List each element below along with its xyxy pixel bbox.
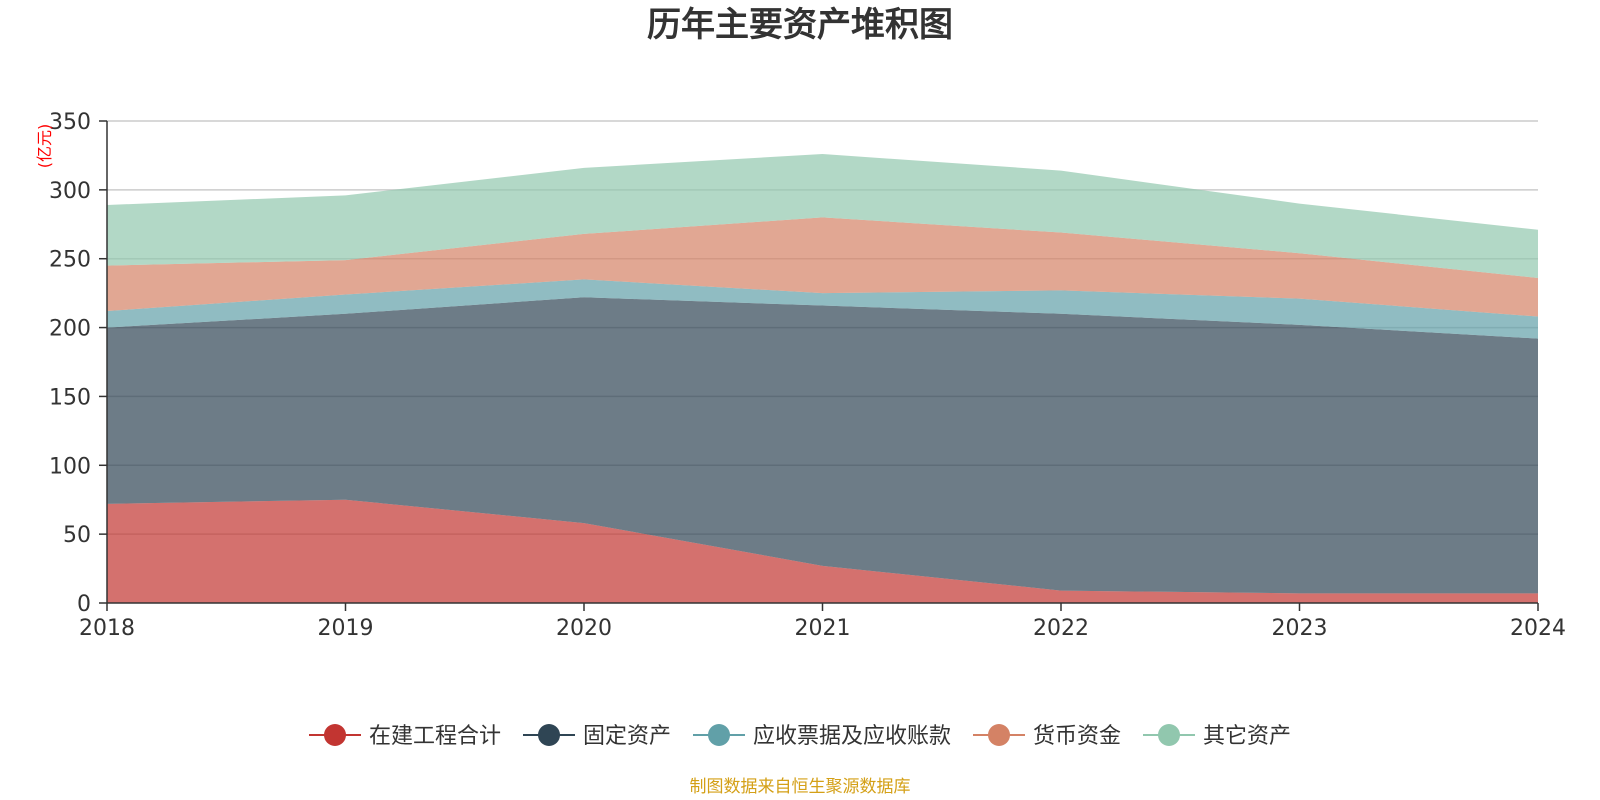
legend-marker — [323, 724, 346, 746]
y-tick-label: 200 — [49, 317, 91, 342]
chart-title: 历年主要资产堆积图 — [647, 5, 953, 45]
y-tick-label: 50 — [63, 523, 91, 548]
x-tick-label: 2021 — [795, 616, 851, 641]
y-tick-label: 300 — [49, 179, 91, 204]
area-series-3[interactable] — [107, 217, 1538, 317]
legend[interactable]: 在建工程合计 固定资产 应收票据及应收账款 货币资金 其它资产 — [308, 724, 1291, 749]
legend-item-0[interactable]: 在建工程合计 — [308, 724, 501, 749]
legend-item-4[interactable]: 其它资产 — [1143, 724, 1291, 749]
area-series-1[interactable] — [107, 297, 1538, 594]
y-tick-label: 0 — [77, 592, 91, 617]
x-tick-label: 2019 — [318, 616, 374, 641]
legend-label: 其它资产 — [1203, 724, 1291, 749]
legend-marker — [988, 724, 1011, 746]
y-tick-label: 350 — [49, 110, 91, 135]
legend-item-1[interactable]: 固定资产 — [522, 724, 671, 749]
legend-item-2[interactable]: 应收票据及应收账款 — [692, 724, 951, 749]
area-series — [107, 154, 1538, 603]
x-tick-label: 2022 — [1033, 616, 1089, 641]
x-tick-label: 2024 — [1510, 616, 1566, 641]
legend-marker — [537, 724, 560, 746]
y-tick-label: 150 — [49, 385, 91, 410]
legend-label: 在建工程合计 — [369, 724, 501, 749]
area-series-2[interactable] — [107, 279, 1538, 339]
legend-label: 货币资金 — [1033, 724, 1121, 749]
area-series-4[interactable] — [107, 154, 1538, 278]
axes: 0 50 100 150 200 250 300 350 2018 2019 2020 2021 202… — [49, 110, 1566, 641]
area-series-0[interactable] — [107, 499, 1538, 603]
legend-label: 固定资产 — [583, 724, 671, 749]
y-tick-label: 100 — [49, 454, 91, 479]
source-note: 制图数据来自恒生聚源数据库 — [690, 777, 911, 797]
legend-marker — [707, 724, 730, 746]
x-tick-label: 2020 — [556, 616, 612, 641]
legend-item-3[interactable]: 货币资金 — [973, 724, 1121, 749]
legend-marker — [1158, 724, 1181, 746]
y-axis-unit-label: (亿元) — [35, 124, 54, 169]
x-tick-label: 2023 — [1272, 616, 1328, 641]
y-tick-label: 250 — [49, 248, 91, 273]
x-tick-label: 2018 — [79, 616, 135, 641]
legend-label: 应收票据及应收账款 — [753, 724, 951, 749]
